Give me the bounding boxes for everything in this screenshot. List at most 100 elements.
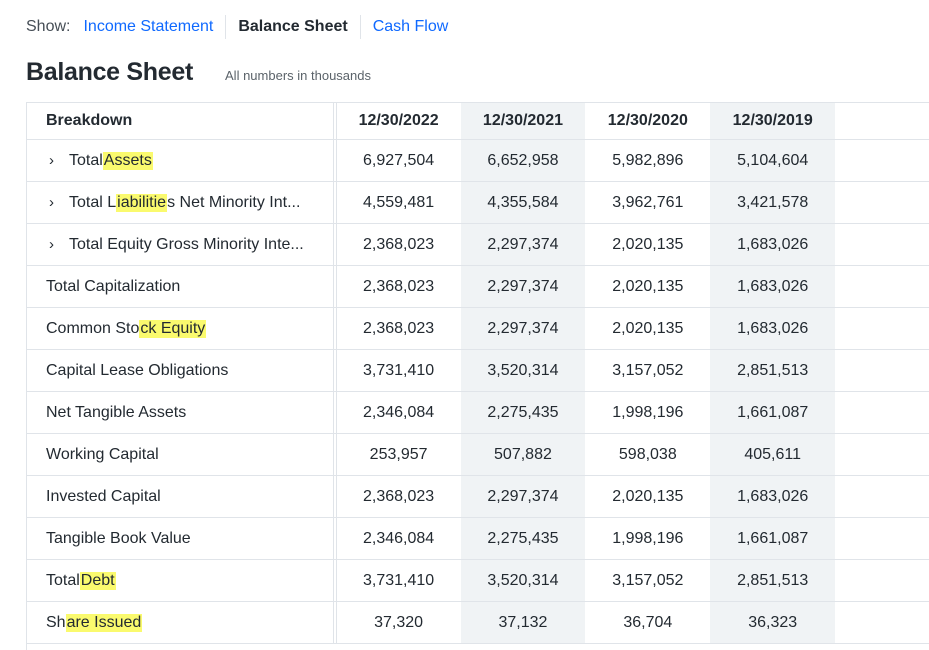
chevron-right-icon[interactable]: › [49, 194, 54, 211]
value-cell: 3,157,052 [612, 361, 684, 379]
table-row: Working Capital 253,957 507,882 598,038 405,… [27, 434, 929, 476]
title-row: Balance Sheet All numbers in thousands [26, 58, 371, 87]
value-cell: 6,652,958 [460, 140, 586, 181]
table-spacer [835, 103, 929, 139]
column-header-date: 12/30/2019 [710, 103, 836, 139]
value-cell: 1,998,196 [612, 529, 684, 547]
value-cell: 2,275,435 [460, 392, 586, 433]
table-row: Tangible Book Value 2,346,084 2,275,435 1,9… [27, 518, 929, 560]
row-label: Total Capitalization [27, 266, 334, 307]
row-label: Tangible Book Value [27, 518, 334, 559]
tab-balance-sheet[interactable]: Balance Sheet [238, 18, 348, 35]
value-cell: 2,297,374 [460, 476, 586, 517]
chevron-right-icon[interactable]: › [49, 236, 54, 253]
value-cell: 2,297,374 [460, 224, 586, 265]
row-label-text: Total [46, 571, 80, 589]
table-spacer [835, 560, 929, 601]
row-label: Total Debt [27, 560, 334, 601]
value-cell: 2,297,374 [460, 308, 586, 349]
table-row[interactable]: › Total Assets 6,927,504 6,652,958 5,982,896… [27, 140, 929, 182]
table-row: Total Debt 3,731,410 3,520,314 3,157,052 2,8… [27, 560, 929, 602]
row-label: › Total Assets [27, 140, 334, 181]
value-cell: 1,661,087 [710, 518, 836, 559]
table-spacer [835, 224, 929, 265]
value-cell: 3,157,052 [612, 571, 684, 589]
value-cell: 5,104,604 [710, 140, 836, 181]
value-cell: 1,661,087 [710, 392, 836, 433]
row-label-highlight: iabilitie [116, 193, 168, 212]
value-cell: 5,982,896 [612, 151, 684, 169]
table-row[interactable]: › Total Equity Gross Minority Inte... 2,36… [27, 224, 929, 266]
value-cell: 253,957 [335, 434, 461, 475]
value-cell: 1,683,026 [710, 266, 836, 307]
value-cell: 3,520,314 [460, 350, 586, 391]
row-label-text: Net Tangible Assets [46, 403, 187, 421]
table-spacer [835, 308, 929, 349]
row-label-text: Total L [69, 193, 117, 211]
row-label-text: Invested Capital [46, 487, 161, 505]
table-row: Total Capitalization 2,368,023 2,297,374 2,… [27, 266, 929, 308]
value-cell: 2,851,513 [710, 350, 836, 391]
table-spacer [835, 392, 929, 433]
row-label: Working Capital [27, 434, 334, 475]
value-cell: 2,275,435 [460, 518, 586, 559]
row-label: Common Sto ck Equity [27, 308, 334, 349]
tab-income-statement[interactable]: Income Statement [83, 18, 214, 35]
breakdown-header: Breakdown [27, 103, 334, 139]
value-cell: 2,020,135 [612, 277, 684, 295]
row-label-text: Total Capitalization [46, 277, 181, 295]
page-title: Balance Sheet [26, 58, 194, 86]
statement-selector: Show: Income Statement Balance Sheet Cas… [26, 14, 460, 40]
table-spacer [835, 518, 929, 559]
value-cell: 1,998,196 [612, 403, 684, 421]
value-cell: 36,704 [623, 613, 673, 631]
value-cell: 405,611 [710, 434, 836, 475]
table-row: Invested Capital 2,368,023 2,297,374 2,020,… [27, 476, 929, 518]
value-cell: 598,038 [618, 445, 677, 463]
table-spacer [835, 266, 929, 307]
row-label-text: Capital Lease Obligations [46, 361, 229, 379]
row-label-text: Common Sto [46, 319, 140, 337]
units-note: All numbers in thousands [225, 68, 371, 83]
row-label: › Total Equity Gross Minority Inte... [27, 224, 334, 265]
value-cell: 4,559,481 [335, 182, 461, 223]
row-label-text: Total Equity Gross Minority Inte... [69, 235, 304, 253]
value-cell: 3,421,578 [710, 182, 836, 223]
row-label-text: s Net Minority Int... [167, 193, 301, 211]
value-cell: 507,882 [460, 434, 586, 475]
value-cell: 3,731,410 [335, 560, 461, 601]
value-cell: 2,020,135 [612, 319, 684, 337]
row-label-highlight: Assets [102, 151, 153, 170]
column-header-date: 12/30/2021 [460, 103, 586, 139]
value-cell: 36,323 [710, 602, 836, 643]
table-spacer [835, 602, 929, 643]
value-cell: 4,355,584 [460, 182, 586, 223]
value-cell: 1,683,026 [710, 308, 836, 349]
column-header-date: 12/30/2022 [335, 103, 461, 139]
value-cell: 1,683,026 [710, 224, 836, 265]
tab-divider [225, 15, 227, 39]
value-cell: 2,020,135 [612, 487, 684, 505]
row-label: Invested Capital [27, 476, 334, 517]
value-cell: 37,320 [335, 602, 461, 643]
table-row: Common Sto ck Equity 2,368,023 2,297,374 2,0… [27, 308, 929, 350]
row-label-text: Total [69, 151, 103, 169]
row-label-text: Working Capital [46, 445, 159, 463]
chevron-right-icon[interactable]: › [49, 152, 54, 169]
tab-divider [359, 15, 361, 39]
table-row: Net Tangible Assets 2,346,084 2,275,435 1,9… [27, 392, 929, 434]
value-cell: 2,297,374 [460, 266, 586, 307]
row-label: Net Tangible Assets [27, 392, 334, 433]
row-label-highlight: are Issued [65, 613, 143, 632]
table-spacer [835, 434, 929, 475]
column-header-date: 12/30/2020 [607, 112, 688, 129]
value-cell: 2,020,135 [612, 235, 684, 253]
value-cell: 2,368,023 [335, 266, 461, 307]
table-spacer [835, 182, 929, 223]
value-cell: 1,683,026 [710, 476, 836, 517]
value-cell: 2,346,084 [335, 392, 461, 433]
value-cell: 2,368,023 [335, 476, 461, 517]
tab-cash-flow[interactable]: Cash Flow [372, 18, 449, 35]
